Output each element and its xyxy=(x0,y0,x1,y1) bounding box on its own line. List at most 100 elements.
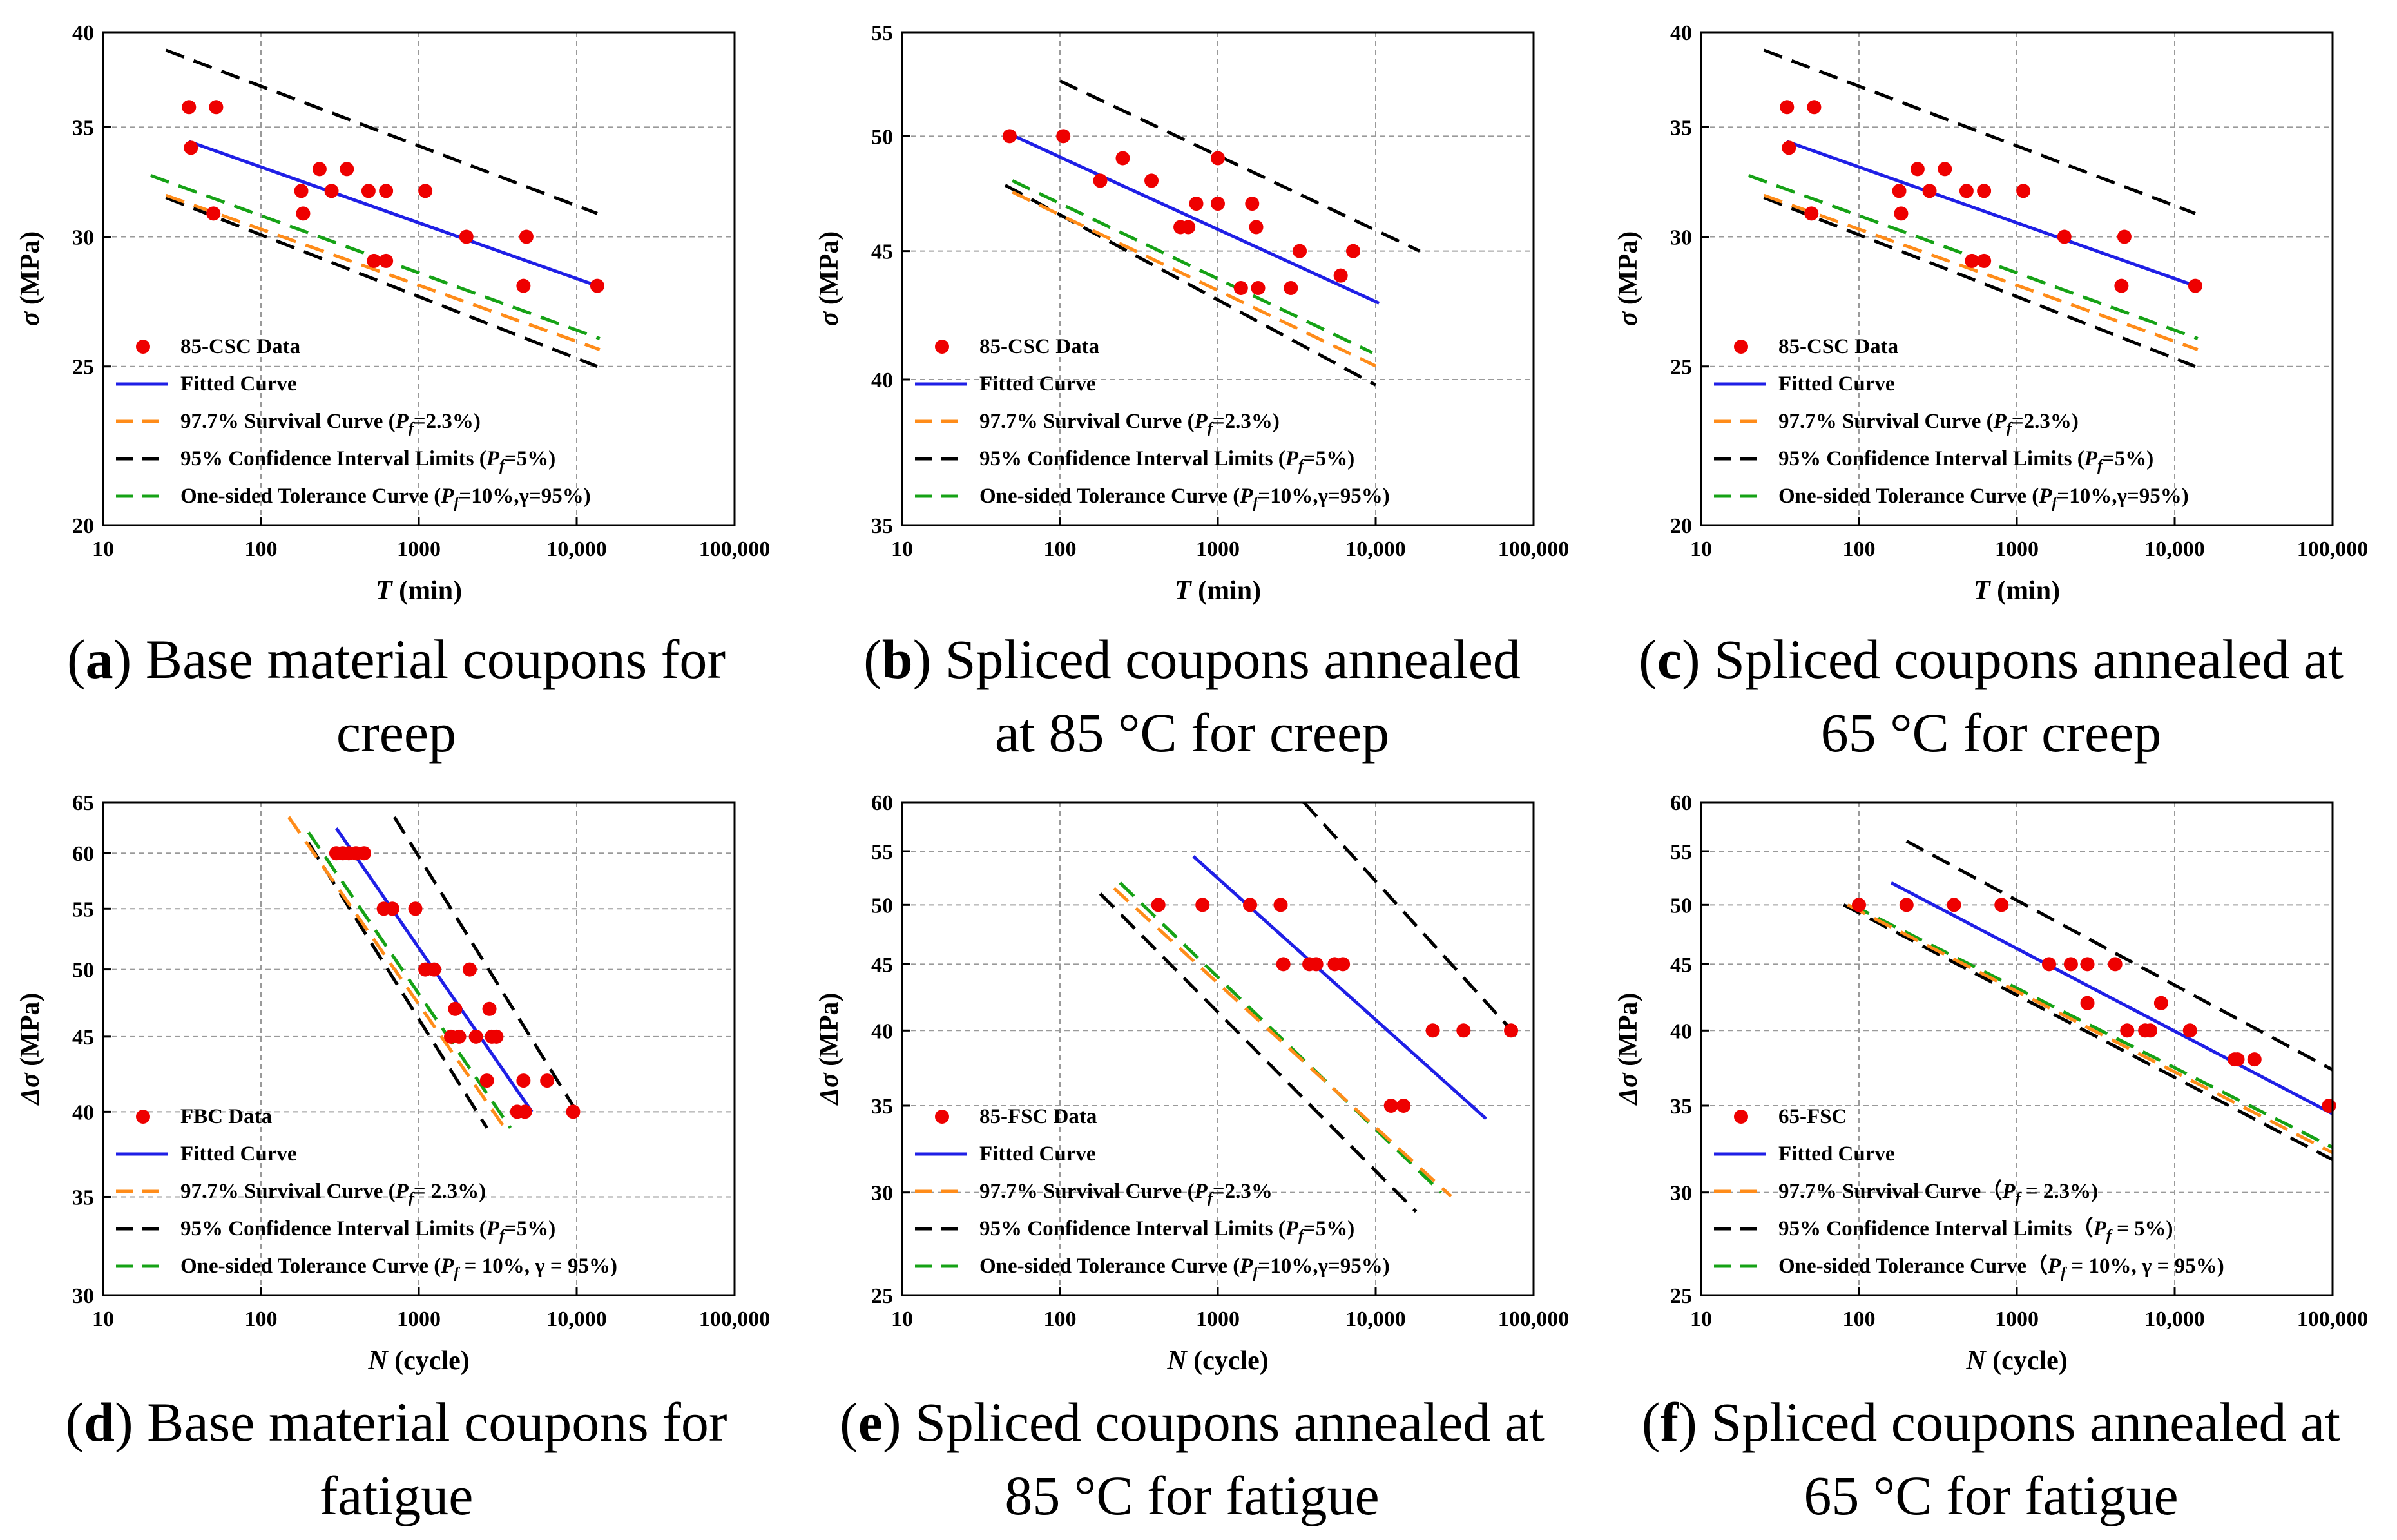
data-point xyxy=(2322,1098,2336,1113)
data-point xyxy=(2080,957,2095,972)
x-tick-label: 10,000 xyxy=(546,537,607,561)
data-point xyxy=(516,278,531,293)
data-point xyxy=(1233,281,1248,296)
data-point xyxy=(1396,1098,1411,1113)
legend-label-data: 85-CSC Data xyxy=(979,335,1099,358)
series-survival-line xyxy=(1113,887,1452,1198)
data-point xyxy=(2042,957,2057,972)
x-axis-label: T (min) xyxy=(376,576,462,606)
data-point xyxy=(1807,100,1822,115)
data-point xyxy=(1922,184,1937,198)
y-tick-label: 25 xyxy=(1670,356,1692,380)
series-fitted-line xyxy=(188,140,598,288)
y-tick-label: 30 xyxy=(1670,226,1692,250)
legend-label-survival: 97.7% Survival Curve (Pf=2.3% xyxy=(979,1180,1273,1207)
caption-f: (f) Spliced coupons annealed at 65 °C for… xyxy=(1641,1391,2341,1526)
series-survival-line xyxy=(1763,193,2199,351)
y-tick-label: 40 xyxy=(1670,21,1692,45)
x-tick-label: 10 xyxy=(891,1307,913,1331)
chart-c: 10 100 1000 10,000 100,000 20 25 30 35 40 T (min) σ… xyxy=(1613,21,2368,606)
y-tick-label: 35 xyxy=(72,116,94,140)
legend-label-data: 65-FSC xyxy=(1778,1105,1847,1128)
data-point xyxy=(448,1001,463,1016)
data-point xyxy=(2188,278,2202,293)
data-point xyxy=(479,1073,494,1088)
data-point xyxy=(2063,957,2078,972)
data-point xyxy=(1899,898,1914,912)
x-tick-label: 10,000 xyxy=(2144,1307,2205,1331)
legend-label-fitted: Fitted Curve xyxy=(979,372,1096,396)
series-tolerance-line xyxy=(1119,881,1443,1194)
y-tick-label: 20 xyxy=(1670,514,1692,538)
data-point xyxy=(2182,1023,2197,1038)
y-tick-label: 60 xyxy=(72,842,94,866)
legend-marker-data xyxy=(935,1110,949,1124)
x-axis-label: N (cycle) xyxy=(1166,1346,1268,1376)
series-confidence-lower-line xyxy=(165,196,598,369)
x-axis-label: T (min) xyxy=(1974,576,2060,606)
data-point xyxy=(1804,206,1819,221)
data-point xyxy=(1938,162,1952,177)
x-axis-label: N (cycle) xyxy=(367,1346,469,1376)
x-tick-label: 1000 xyxy=(1196,1307,1240,1331)
x-tick-label: 1000 xyxy=(1995,1307,2039,1331)
legend-label-fitted: Fitted Curve xyxy=(180,372,297,396)
data-point xyxy=(182,100,197,115)
data-point xyxy=(459,229,474,244)
x-tick-label: 10 xyxy=(891,537,913,561)
caption-e: (e) Spliced coupons annealed at 85 °C for… xyxy=(840,1391,1545,1526)
x-tick-label: 100 xyxy=(1843,537,1876,561)
data-point xyxy=(1947,898,1961,912)
data-point xyxy=(209,100,224,115)
legend-label-survival: 97.7% Survival Curve (Pf=2.3%) xyxy=(1778,410,2079,437)
data-point xyxy=(184,140,198,155)
x-tick-label: 10 xyxy=(92,1307,114,1331)
x-axis-label: N (cycle) xyxy=(1965,1346,2067,1376)
series-tolerance-line xyxy=(1851,903,2334,1149)
data-point xyxy=(367,253,381,268)
legend-label-fitted: Fitted Curve xyxy=(1778,372,1895,396)
data-point xyxy=(1504,1023,1519,1038)
data-point xyxy=(206,206,221,221)
x-tick-label: 1000 xyxy=(397,1307,441,1331)
data-point xyxy=(296,206,311,221)
data-point xyxy=(1115,151,1130,166)
series-confidence-upper-line xyxy=(1905,840,2334,1072)
data-point xyxy=(1346,244,1361,258)
legend: 65-FSC Fitted Curve 97.7% Survival Curve（P… xyxy=(1714,1105,2224,1282)
legend-label-fitted: Fitted Curve xyxy=(180,1142,297,1166)
legend-marker-data xyxy=(136,340,150,354)
data-point xyxy=(1093,173,1108,188)
data-point xyxy=(516,1073,531,1088)
data-point xyxy=(357,846,372,861)
y-tick-label: 25 xyxy=(871,1284,893,1308)
legend-marker-data xyxy=(1734,1110,1748,1124)
legend-label-survival: 97.7% Survival Curve（Pf = 2.3%) xyxy=(1778,1179,2098,1207)
series-confidence-upper-line xyxy=(1763,48,2196,215)
series-tolerance-line xyxy=(1012,179,1373,354)
series-confidence-upper-line xyxy=(165,48,598,215)
x-tick-label: 1000 xyxy=(1196,537,1240,561)
data-point xyxy=(1977,253,1992,268)
data-point xyxy=(1309,957,1324,972)
data-point xyxy=(324,184,339,198)
y-axis-label: σ (MPa) xyxy=(1613,231,1643,326)
data-point xyxy=(1977,184,1992,198)
y-axis-label: σ (MPa) xyxy=(814,231,844,326)
y-tick-label: 45 xyxy=(871,953,893,977)
data-point xyxy=(294,184,309,198)
y-tick-label: 45 xyxy=(1670,953,1692,977)
y-tick-label: 20 xyxy=(72,514,94,538)
data-point xyxy=(379,184,394,198)
x-tick-label: 100,000 xyxy=(699,1307,771,1331)
series-survival-line xyxy=(1012,190,1377,368)
legend-label-fitted: Fitted Curve xyxy=(1778,1142,1895,1166)
y-tick-label: 35 xyxy=(871,514,893,538)
data-point xyxy=(452,1029,467,1044)
x-tick-label: 100,000 xyxy=(2297,1307,2369,1331)
y-tick-label: 35 xyxy=(72,1186,94,1209)
y-axis-label: Δσ (MPa) xyxy=(15,993,45,1106)
data-point xyxy=(340,162,354,177)
data-point xyxy=(418,184,433,198)
series-fitted-line xyxy=(1890,881,2334,1115)
